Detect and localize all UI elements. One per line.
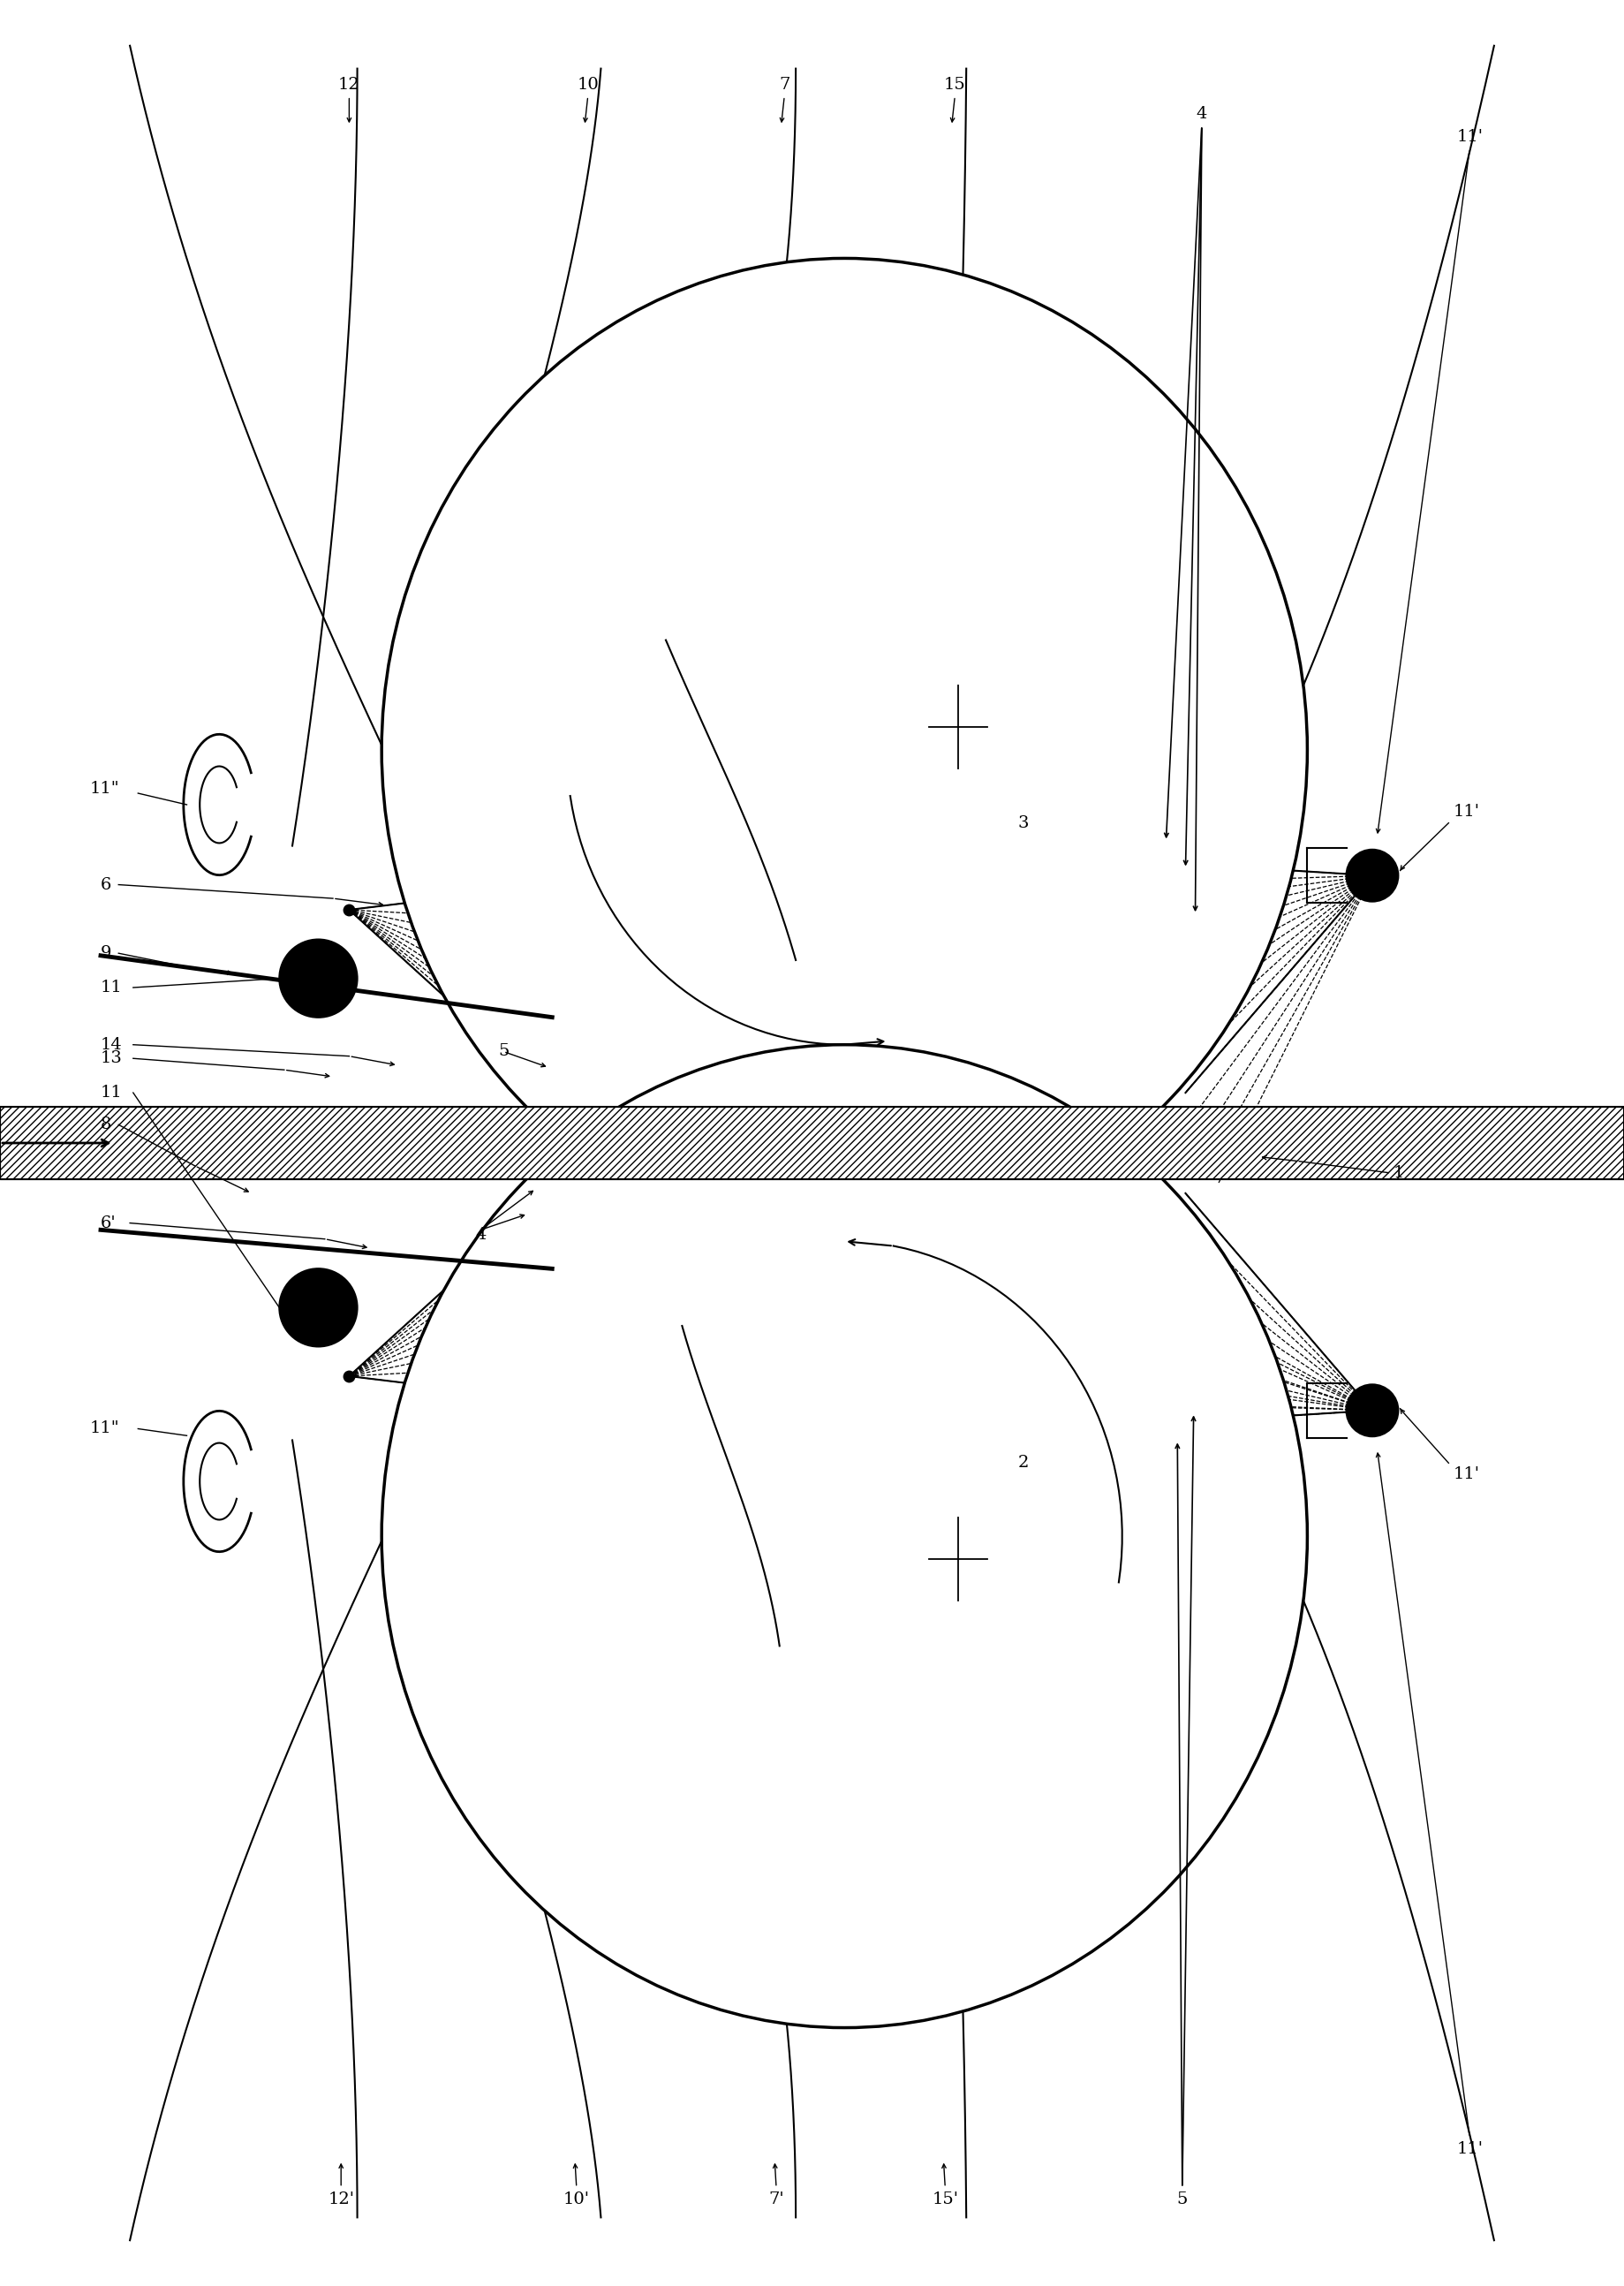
Text: 6': 6' [101, 1216, 117, 1230]
Text: 11': 11' [1457, 130, 1483, 144]
Text: 12: 12 [338, 78, 361, 91]
Text: 4: 4 [1197, 107, 1207, 121]
Bar [0, 1106, 1624, 1180]
Text: 11": 11" [89, 782, 119, 796]
Text: 15: 15 [944, 78, 966, 91]
Text: 13: 13 [101, 1052, 123, 1065]
Circle shape [279, 940, 357, 1017]
Text: 8: 8 [101, 1118, 112, 1132]
Text: 5: 5 [499, 1045, 508, 1058]
Text: 15': 15' [932, 2192, 958, 2206]
Text: 1: 1 [1393, 1166, 1405, 1180]
Bar [0, 1106, 1624, 1180]
Text: 14: 14 [101, 1038, 122, 1052]
Ellipse shape [382, 1045, 1307, 2028]
Text: 10': 10' [564, 2192, 590, 2206]
Text: 6: 6 [101, 878, 112, 892]
Circle shape [1346, 850, 1398, 901]
Text: 11': 11' [1453, 1468, 1479, 1481]
Text: 2: 2 [1018, 1456, 1028, 1470]
Text: 5: 5 [1177, 2192, 1187, 2206]
Text: 12': 12' [328, 2192, 354, 2206]
Text: 3: 3 [1018, 816, 1028, 830]
Text: 4: 4 [476, 1228, 486, 1241]
Text: 11: 11 [101, 1086, 122, 1100]
Ellipse shape [382, 258, 1307, 1241]
Text: 7: 7 [780, 78, 789, 91]
Text: 11': 11' [1457, 2142, 1483, 2156]
Text: 11': 11' [1453, 805, 1479, 818]
Circle shape [279, 1269, 357, 1346]
Text: 11": 11" [89, 1422, 119, 1436]
Text: 7': 7' [768, 2192, 784, 2206]
Text: 11: 11 [101, 981, 122, 994]
Text: 10: 10 [577, 78, 599, 91]
Text: 9: 9 [101, 946, 112, 960]
Circle shape [1346, 1385, 1398, 1436]
